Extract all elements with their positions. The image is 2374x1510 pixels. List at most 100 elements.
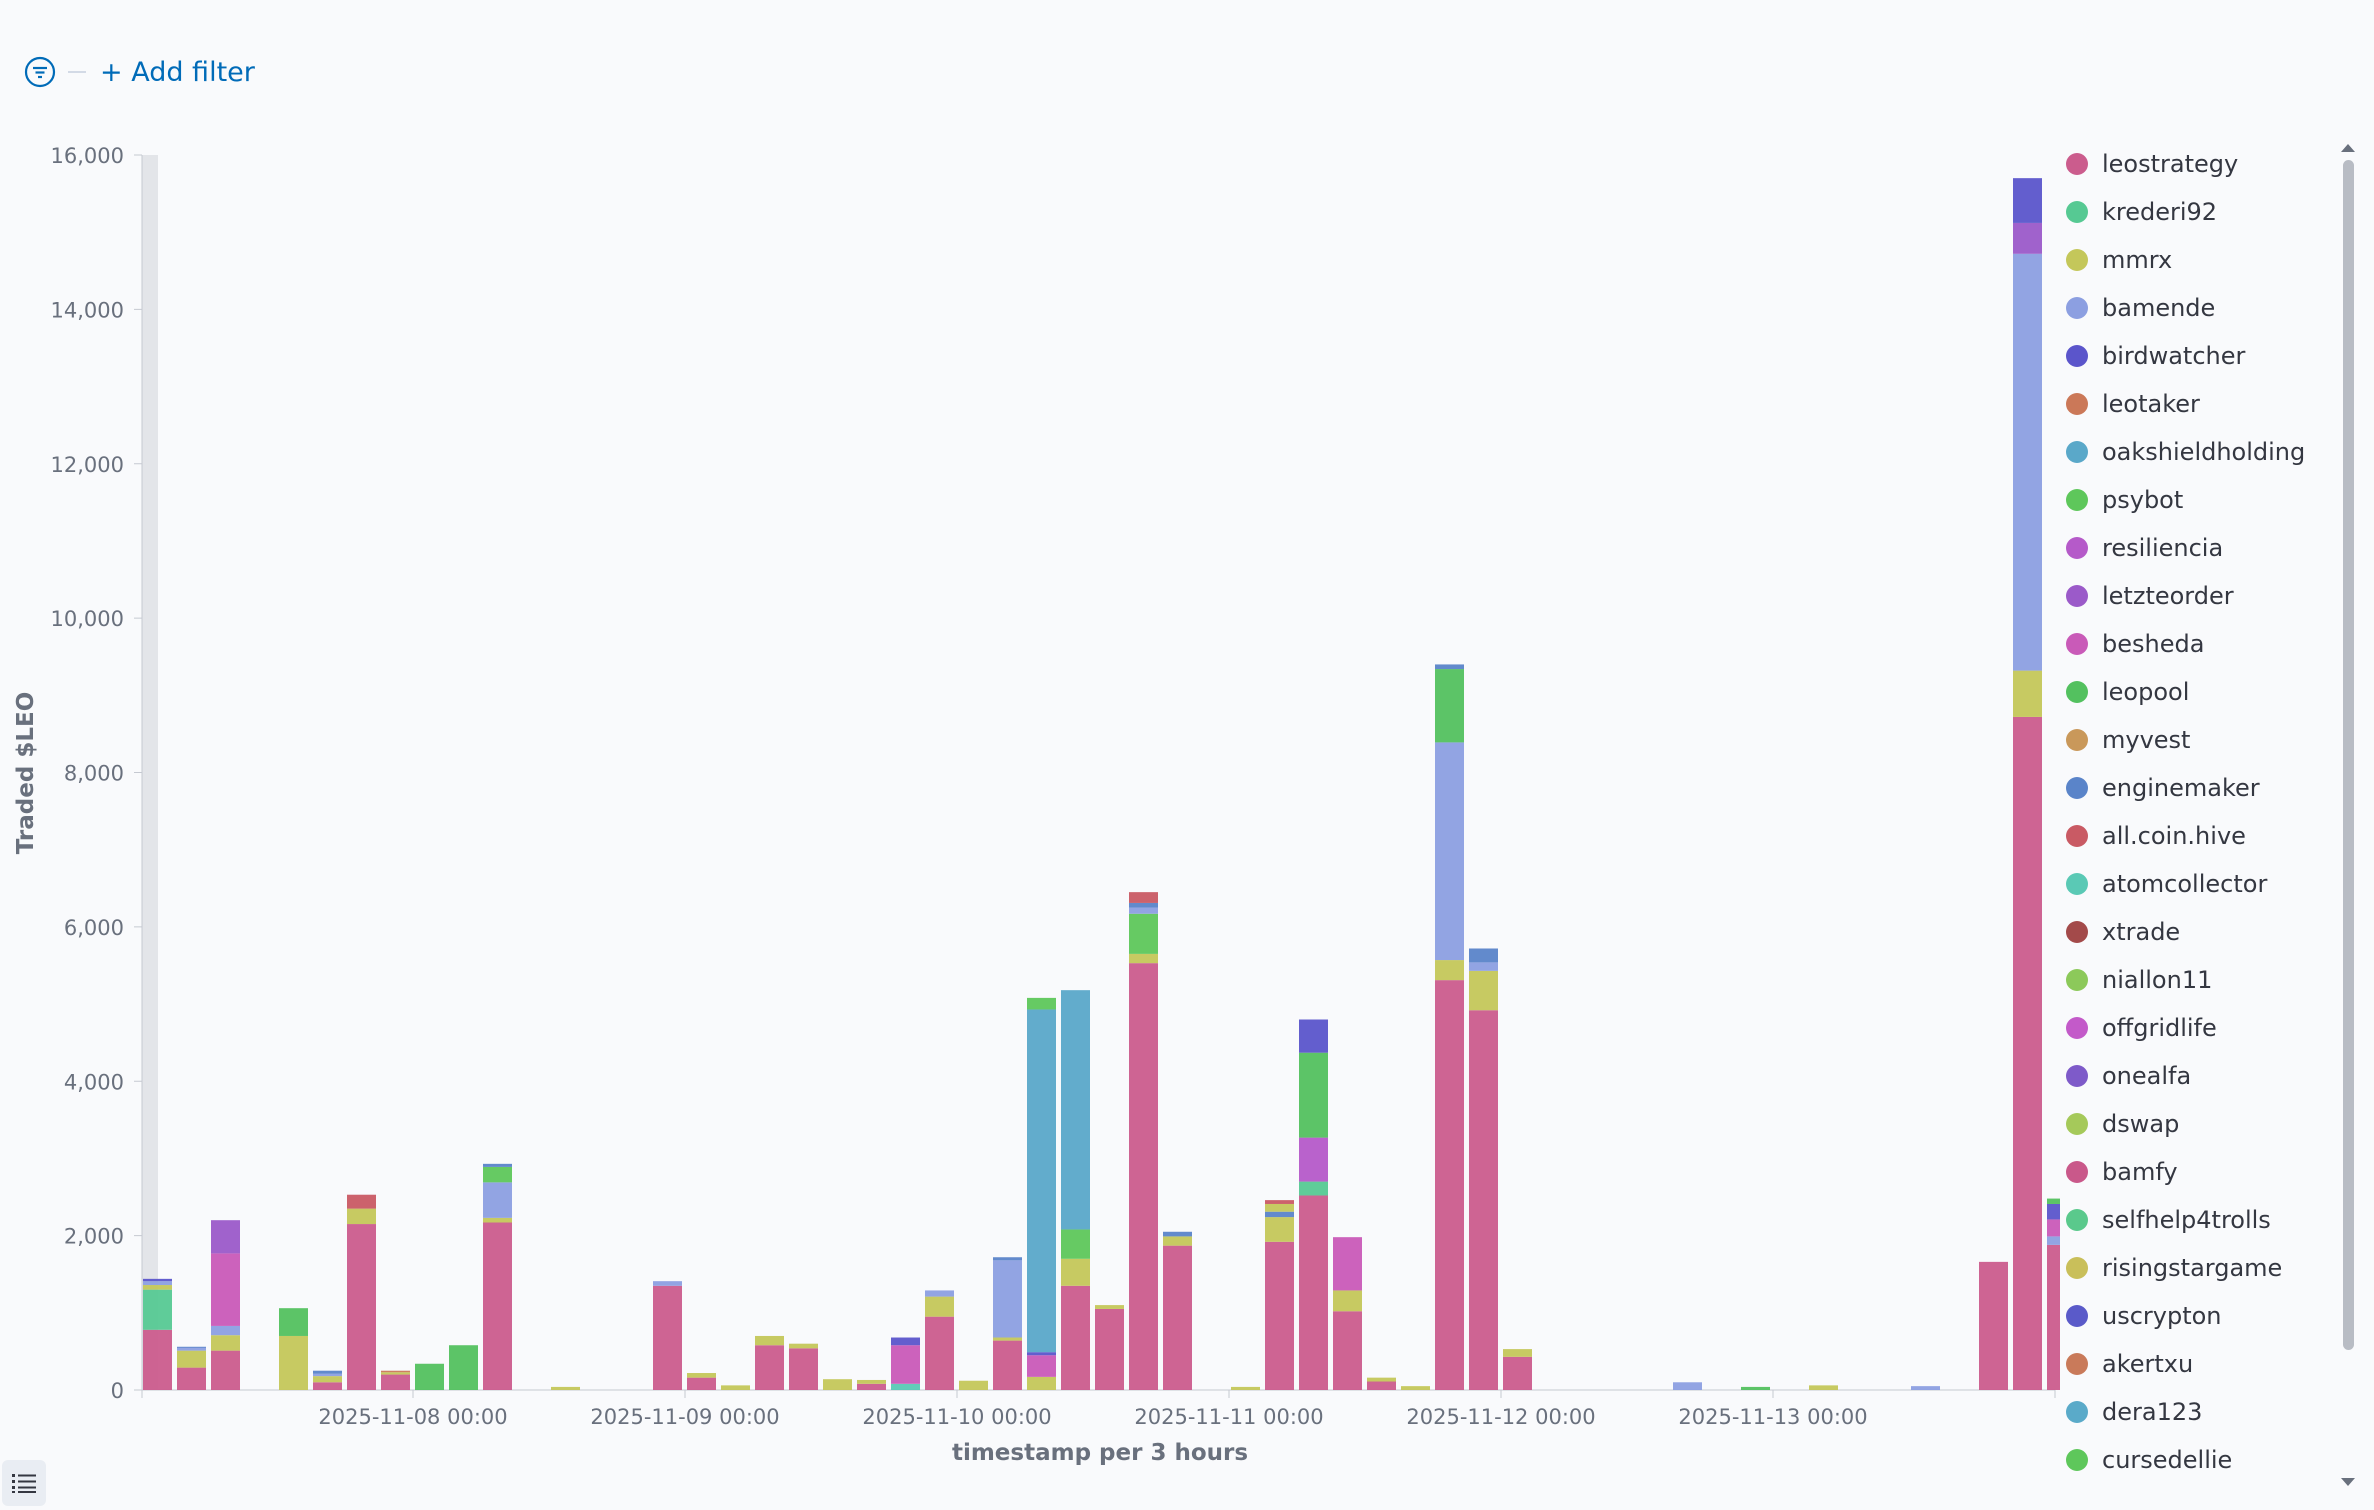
bar-segment[interactable]: [2047, 1198, 2060, 1204]
bar-segment[interactable]: [1435, 742, 1464, 961]
bar-segment[interactable]: [2013, 222, 2042, 254]
bar-segment[interactable]: [1129, 953, 1158, 964]
bar-segment[interactable]: [483, 1222, 512, 1390]
legend-item[interactable]: mmrx: [2066, 236, 2336, 284]
bar-segment[interactable]: [993, 1260, 1022, 1338]
bar-segment[interactable]: [347, 1208, 376, 1225]
bar-segment[interactable]: [1469, 962, 1498, 971]
bar-segment[interactable]: [1673, 1382, 1702, 1390]
bar-segment[interactable]: [313, 1376, 342, 1383]
bar-segment[interactable]: [313, 1373, 342, 1377]
bar-segment[interactable]: [1299, 1181, 1328, 1196]
bar-segment[interactable]: [653, 1281, 682, 1286]
bar-segment[interactable]: [381, 1370, 410, 1373]
bar-segment[interactable]: [449, 1345, 478, 1390]
bar-segment[interactable]: [2047, 1244, 2060, 1390]
bar-segment[interactable]: [1435, 669, 1464, 743]
bar-segment[interactable]: [1265, 1203, 1294, 1212]
bar-segment[interactable]: [1129, 902, 1158, 908]
bar-segment[interactable]: [2013, 253, 2042, 671]
scroll-down-arrow[interactable]: [2341, 1478, 2355, 1486]
legend-item[interactable]: leostrategy: [2066, 140, 2336, 188]
bar-segment[interactable]: [891, 1345, 920, 1384]
bar-segment[interactable]: [1027, 997, 1056, 1010]
bar-segment[interactable]: [993, 1337, 1022, 1341]
bar-segment[interactable]: [1163, 1231, 1192, 1237]
bar-segment[interactable]: [143, 1329, 172, 1390]
legend-item[interactable]: niallon11: [2066, 956, 2336, 1004]
bar-segment[interactable]: [891, 1337, 920, 1346]
legend-item[interactable]: offgridlife: [2066, 1004, 2336, 1052]
bar-segment[interactable]: [755, 1335, 784, 1346]
bar-segment[interactable]: [177, 1367, 206, 1390]
bar-segment[interactable]: [1435, 664, 1464, 670]
legend-item[interactable]: krederi92: [2066, 188, 2336, 236]
bar-segment[interactable]: [211, 1253, 240, 1326]
bar-segment[interactable]: [1741, 1386, 1770, 1390]
legend-toggle-button[interactable]: [2, 1460, 46, 1506]
bar-segment[interactable]: [143, 1278, 172, 1282]
legend-item[interactable]: letzteorder: [2066, 572, 2336, 620]
bar-segment[interactable]: [1809, 1385, 1838, 1390]
bar-segment[interactable]: [1299, 1195, 1328, 1390]
bar-segment[interactable]: [925, 1296, 954, 1317]
bar-segment[interactable]: [1265, 1241, 1294, 1390]
legend-item[interactable]: leopool: [2066, 668, 2336, 716]
bar-segment[interactable]: [789, 1343, 818, 1349]
bar-segment[interactable]: [1129, 907, 1158, 914]
bar-segment[interactable]: [1299, 1052, 1328, 1138]
bar-segment[interactable]: [2047, 1203, 2060, 1220]
bar-segment[interactable]: [177, 1350, 206, 1368]
legend-item[interactable]: dswap: [2066, 1100, 2336, 1148]
legend-item[interactable]: akertxu: [2066, 1340, 2336, 1388]
bar-segment[interactable]: [993, 1340, 1022, 1390]
bar-segment[interactable]: [1265, 1200, 1294, 1204]
legend-item[interactable]: leotaker: [2066, 380, 2336, 428]
bar-segment[interactable]: [1061, 1258, 1090, 1286]
legend-item[interactable]: oakshieldholding: [2066, 428, 2336, 476]
legend-item[interactable]: cursedellie: [2066, 1436, 2336, 1484]
bar-segment[interactable]: [1061, 1229, 1090, 1259]
bar-segment[interactable]: [483, 1182, 512, 1218]
bar-segment[interactable]: [211, 1335, 240, 1351]
bar-segment[interactable]: [1129, 913, 1158, 954]
bar-segment[interactable]: [1299, 1019, 1328, 1053]
bar-segment[interactable]: [925, 1290, 954, 1297]
bar-segment[interactable]: [211, 1350, 240, 1390]
legend-item[interactable]: risingstargame: [2066, 1244, 2336, 1292]
bar-segment[interactable]: [1027, 1376, 1056, 1390]
bar-segment[interactable]: [1129, 892, 1158, 903]
filter-icon[interactable]: [22, 54, 58, 90]
bar-segment[interactable]: [415, 1363, 444, 1390]
bar-segment[interactable]: [1333, 1290, 1362, 1312]
bar-segment[interactable]: [1231, 1386, 1260, 1390]
bar-segment[interactable]: [143, 1281, 172, 1286]
bar-segment[interactable]: [1027, 1355, 1056, 1377]
bar-segment[interactable]: [1333, 1311, 1362, 1390]
bar-segment[interactable]: [755, 1345, 784, 1390]
bar-segment[interactable]: [211, 1325, 240, 1336]
legend-item[interactable]: onealfa: [2066, 1052, 2336, 1100]
bar-segment[interactable]: [2013, 670, 2042, 717]
bar-segment[interactable]: [1027, 1009, 1056, 1353]
bar-segment[interactable]: [789, 1348, 818, 1390]
bar-segment[interactable]: [1469, 1010, 1498, 1390]
bar-segment[interactable]: [1979, 1261, 2008, 1390]
bar-segment[interactable]: [177, 1347, 206, 1351]
bar-segment[interactable]: [1027, 1352, 1056, 1356]
legend-item[interactable]: atomcollector: [2066, 860, 2336, 908]
bar-segment[interactable]: [1163, 1236, 1192, 1246]
bar-segment[interactable]: [1503, 1349, 1532, 1357]
bar-segment[interactable]: [891, 1383, 920, 1390]
bar-segment[interactable]: [313, 1382, 342, 1390]
bar-segment[interactable]: [1469, 948, 1498, 963]
bar-segment[interactable]: [1401, 1386, 1430, 1390]
bar-segment[interactable]: [1503, 1356, 1532, 1390]
bar-segment[interactable]: [1265, 1217, 1294, 1242]
bar-segment[interactable]: [143, 1289, 172, 1330]
legend-item[interactable]: bamfy: [2066, 1148, 2336, 1196]
legend-item[interactable]: birdwatcher: [2066, 332, 2336, 380]
bar-segment[interactable]: [2013, 178, 2042, 223]
legend-item[interactable]: enginemaker: [2066, 764, 2336, 812]
bar-segment[interactable]: [381, 1374, 410, 1390]
